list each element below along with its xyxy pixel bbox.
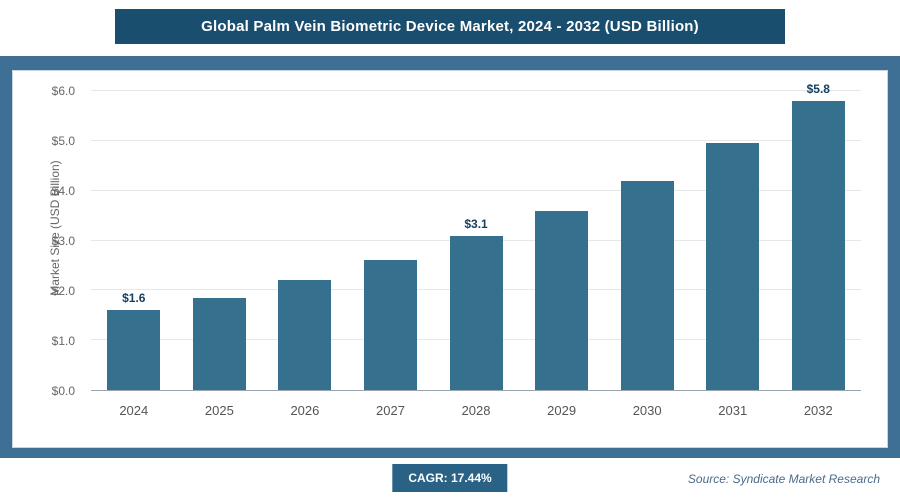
bar-2031: [706, 143, 760, 390]
gridline: [91, 90, 861, 91]
bar-value-label-2024: $1.6: [122, 291, 146, 306]
x-tick-label-2026: 2026: [290, 403, 320, 418]
y-tick-label: $4.0: [51, 184, 75, 198]
bar-2028: $3.1: [449, 217, 503, 390]
bar-2029: [535, 210, 589, 390]
bar-cell-2030: [604, 91, 690, 390]
bar-cell-2032: $5.8: [776, 82, 862, 390]
bar-2030: [620, 180, 674, 390]
bar-2032: $5.8: [791, 82, 845, 390]
bar-2026: [278, 280, 332, 390]
y-tick-label: $0.0: [51, 384, 75, 398]
y-tick-label: $1.0: [51, 334, 75, 348]
chart-card: Market Size (USD Billion) $0.0 $1.0 $2.0 $3…: [12, 70, 888, 448]
x-tick-label-2028: 2028: [461, 403, 491, 418]
chart-title: Global Palm Vein Biometric Device Market…: [201, 18, 699, 35]
bar-2027: [363, 260, 417, 390]
source-text: Source: Syndicate Market Research: [687, 472, 880, 486]
gridline: [91, 189, 861, 191]
y-tick-label: $3.0: [51, 234, 75, 248]
x-tick-label-2032: 2032: [803, 403, 833, 418]
bar-value-label-2032: $5.8: [806, 81, 830, 96]
bars: $1.6 $3.1 $5.8: [91, 82, 862, 390]
bar-cell-2031: [690, 91, 776, 390]
bar-cell-2029: [519, 91, 605, 390]
x-tick-label-2024: 2024: [119, 403, 149, 418]
bar-value-label-2028: $3.1: [464, 216, 488, 231]
y-tick-label: $2.0: [51, 284, 75, 298]
y-tick-label: $6.0: [51, 84, 75, 98]
cagr-badge: CAGR: 17.44%: [392, 464, 508, 492]
x-tick-label-2025: 2025: [204, 403, 234, 418]
bar-2024: $1.6: [107, 291, 161, 390]
bar-cell-2024: $1.6: [91, 91, 177, 390]
x-tick-label-2027: 2027: [376, 403, 405, 418]
bar-cell-2027: [348, 91, 434, 390]
x-tick-label-2031: 2031: [718, 403, 748, 418]
y-axis-labels: $0.0 $1.0 $2.0 $3.0 $4.0 $5.0 $6.0: [13, 84, 85, 398]
bar-2025: [192, 297, 246, 390]
bar-cell-2025: [177, 91, 263, 390]
cagr-label: CAGR: 17.44%: [408, 471, 492, 485]
x-tick-label-2030: 2030: [632, 403, 662, 418]
plot-area: $1.6 $3.1 $5.8: [91, 82, 862, 391]
bar-cell-2026: [262, 91, 348, 390]
gridline: [91, 139, 861, 141]
chart-title-bar: Global Palm Vein Biometric Device Market…: [115, 9, 785, 44]
y-tick-label: $5.0: [51, 134, 75, 148]
x-tick-label-2029: 2029: [547, 403, 577, 418]
x-axis-labels: 2024 2025 2026 2027 2028 2029 2030 2031 2032: [91, 403, 861, 423]
bar-cell-2028: $3.1: [433, 91, 519, 390]
